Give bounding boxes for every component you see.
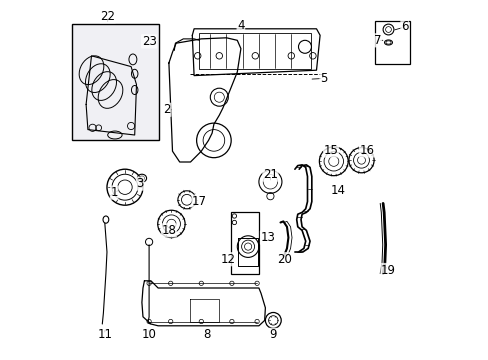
Text: 20: 20 xyxy=(276,253,291,266)
Text: 5: 5 xyxy=(319,72,327,85)
Text: 21: 21 xyxy=(263,168,277,181)
Text: 22: 22 xyxy=(100,10,115,23)
Text: 8: 8 xyxy=(203,328,210,341)
Text: 23: 23 xyxy=(142,35,156,48)
Bar xyxy=(230,212,258,274)
Text: 13: 13 xyxy=(260,231,275,244)
Text: 12: 12 xyxy=(221,253,235,266)
Text: 11: 11 xyxy=(97,328,112,341)
Text: 3: 3 xyxy=(136,177,143,190)
Text: 2: 2 xyxy=(163,103,170,116)
Text: 15: 15 xyxy=(323,144,338,157)
Text: 19: 19 xyxy=(380,264,395,276)
Text: 10: 10 xyxy=(142,328,156,341)
Bar xyxy=(374,21,409,64)
Bar xyxy=(199,33,310,69)
Text: 17: 17 xyxy=(192,195,206,208)
Text: 4: 4 xyxy=(237,19,244,32)
Text: 14: 14 xyxy=(330,184,345,197)
Text: 6: 6 xyxy=(400,21,407,33)
Text: 9: 9 xyxy=(269,328,277,341)
Text: 7: 7 xyxy=(373,34,381,47)
Text: 1: 1 xyxy=(110,186,118,199)
Text: 16: 16 xyxy=(359,144,374,157)
Text: 18: 18 xyxy=(161,224,176,237)
Bar xyxy=(72,24,159,140)
